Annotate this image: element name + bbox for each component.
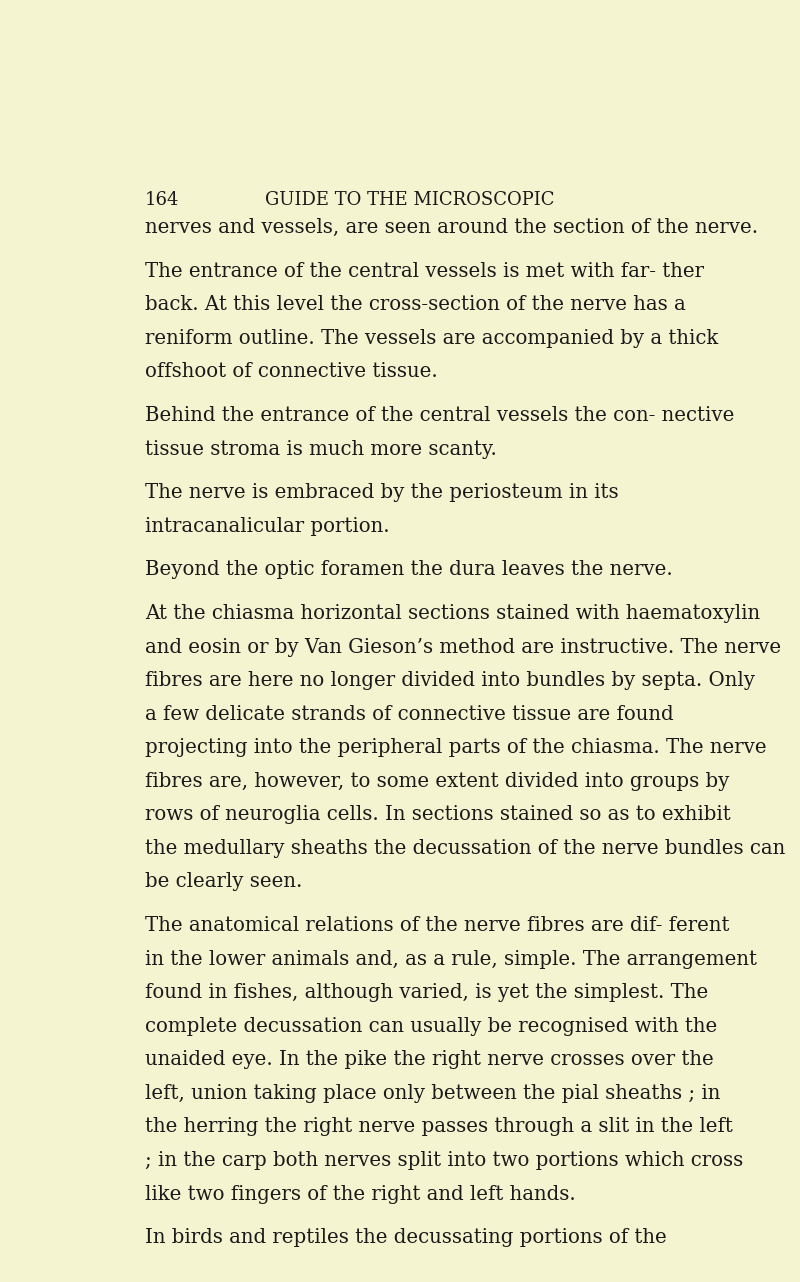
Text: 164: 164	[145, 191, 179, 209]
Text: In birds and reptiles the decussating portions of the: In birds and reptiles the decussating po…	[145, 1228, 666, 1247]
Text: the medullary sheaths the decussation of the nerve bundles can: the medullary sheaths the decussation of…	[145, 838, 785, 858]
Text: Behind the entrance of the central vessels the con- nective: Behind the entrance of the central vesse…	[145, 406, 734, 424]
Text: GUIDE TO THE MICROSCOPIC: GUIDE TO THE MICROSCOPIC	[266, 191, 554, 209]
Text: fibres are, however, to some extent divided into groups by: fibres are, however, to some extent divi…	[145, 772, 729, 791]
Text: be clearly seen.: be clearly seen.	[145, 873, 302, 891]
Text: complete decussation can usually be recognised with the: complete decussation can usually be reco…	[145, 1017, 717, 1036]
Text: The entrance of the central vessels is met with far- ther: The entrance of the central vessels is m…	[145, 262, 704, 281]
Text: The anatomical relations of the nerve fibres are dif- ferent: The anatomical relations of the nerve fi…	[145, 917, 729, 935]
Text: tissue stroma is much more scanty.: tissue stroma is much more scanty.	[145, 440, 497, 459]
Text: ; in the carp both nerves split into two portions which cross: ; in the carp both nerves split into two…	[145, 1151, 743, 1170]
Text: reniform outline. The vessels are accompanied by a thick: reniform outline. The vessels are accomp…	[145, 328, 718, 347]
Text: Beyond the optic foramen the dura leaves the nerve.: Beyond the optic foramen the dura leaves…	[145, 560, 672, 579]
Text: a few delicate strands of connective tissue are found: a few delicate strands of connective tis…	[145, 705, 674, 723]
Text: found in fishes, although varied, is yet the simplest. The: found in fishes, although varied, is yet…	[145, 983, 708, 1003]
Text: unaided eye. In the pike the right nerve crosses over the: unaided eye. In the pike the right nerve…	[145, 1050, 714, 1069]
Text: fibres are here no longer divided into bundles by septa. Only: fibres are here no longer divided into b…	[145, 670, 754, 690]
Text: like two fingers of the right and left hands.: like two fingers of the right and left h…	[145, 1185, 575, 1204]
Text: projecting into the peripheral parts of the chiasma. The nerve: projecting into the peripheral parts of …	[145, 738, 766, 758]
Text: rows of neuroglia cells. In sections stained so as to exhibit: rows of neuroglia cells. In sections sta…	[145, 805, 730, 824]
Text: in the lower animals and, as a rule, simple. The arrangement: in the lower animals and, as a rule, sim…	[145, 950, 757, 969]
Text: the herring the right nerve passes through a slit in the left: the herring the right nerve passes throu…	[145, 1118, 733, 1136]
Text: nerves and vessels, are seen around the section of the nerve.: nerves and vessels, are seen around the …	[145, 218, 758, 237]
Text: left, union taking place only between the pial sheaths ; in: left, union taking place only between th…	[145, 1083, 720, 1103]
Text: At the chiasma horizontal sections stained with haematoxylin: At the chiasma horizontal sections stain…	[145, 604, 760, 623]
Text: back. At this level the cross-section of the nerve has a: back. At this level the cross-section of…	[145, 295, 686, 314]
Text: and eosin or by Van Gieson’s method are instructive. The nerve: and eosin or by Van Gieson’s method are …	[145, 637, 781, 656]
Text: offshoot of connective tissue.: offshoot of connective tissue.	[145, 363, 438, 381]
Text: intracanalicular portion.: intracanalicular portion.	[145, 517, 390, 536]
Text: The nerve is embraced by the periosteum in its: The nerve is embraced by the periosteum …	[145, 483, 618, 503]
